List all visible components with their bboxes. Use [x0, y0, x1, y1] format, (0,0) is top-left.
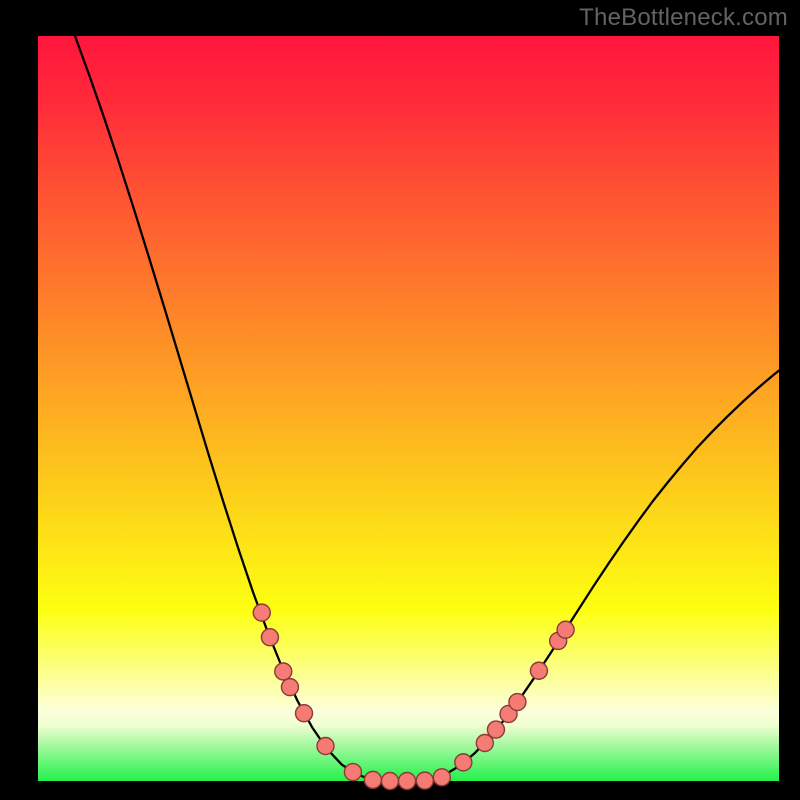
data-marker	[530, 662, 547, 679]
data-marker	[381, 773, 398, 790]
data-marker	[364, 771, 381, 788]
data-marker	[416, 772, 433, 789]
data-marker	[344, 764, 361, 781]
data-marker	[281, 679, 298, 696]
data-marker	[433, 769, 450, 786]
data-marker	[296, 705, 313, 722]
data-marker	[317, 737, 334, 754]
data-marker	[253, 604, 270, 621]
chart-container: TheBottleneck.com	[0, 0, 800, 800]
plot-area	[38, 36, 779, 781]
data-marker	[487, 721, 504, 738]
bottleneck-chart-svg	[0, 0, 800, 800]
data-marker	[275, 663, 292, 680]
data-marker	[509, 694, 526, 711]
data-marker	[455, 754, 472, 771]
data-marker	[399, 773, 416, 790]
watermark-text: TheBottleneck.com	[579, 4, 788, 32]
data-marker	[261, 629, 278, 646]
data-marker	[557, 621, 574, 638]
